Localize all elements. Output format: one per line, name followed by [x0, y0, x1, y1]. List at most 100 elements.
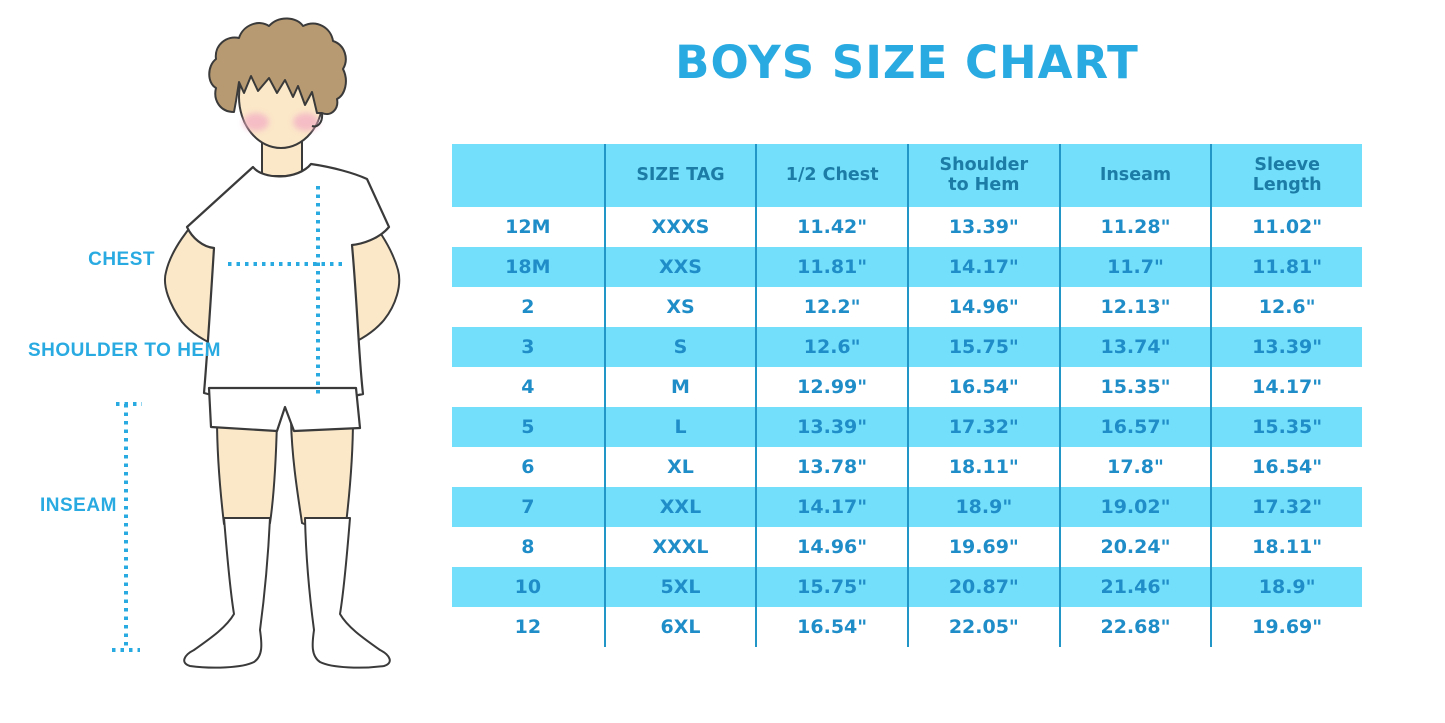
inseam-label: INSEAM: [40, 495, 117, 516]
table-cell: 12M: [505, 215, 551, 238]
table-cell: 18.11": [907, 447, 1059, 487]
boy-left-sock: [183, 517, 271, 669]
boy-shorts: [207, 386, 362, 433]
table-cell: 2: [521, 295, 535, 318]
table-cell: 6: [521, 455, 535, 478]
table-cell: 13.39": [907, 207, 1059, 247]
table-cell: 12.6": [755, 327, 907, 367]
table-cell: 11.81": [755, 247, 907, 287]
table-cell: 14.17": [1210, 367, 1362, 407]
table-row: 12M XXXS 11.42" 13.39" 11.28" 11.02": [452, 207, 1362, 247]
page-title: BOYS SIZE CHART: [675, 36, 1139, 89]
size-table: SIZE TAG 1/2 Chest Shoulder to Hem Insea…: [452, 144, 1362, 647]
table-cell: 15.35": [1210, 407, 1362, 447]
table-cell: 14.96": [755, 527, 907, 567]
table-cell: 22.05": [907, 607, 1059, 647]
table-cell: 4: [521, 375, 535, 398]
table-cell: 12: [514, 615, 542, 638]
table-cell: 17.32": [1210, 487, 1362, 527]
table-row: 12 6XL 16.54" 22.05" 22.68" 19.69": [452, 607, 1362, 647]
boy-tshirt: [185, 162, 391, 403]
table-cell: XXXL: [603, 527, 756, 567]
table-cell: 5: [521, 415, 535, 438]
boy-right-sock: [304, 517, 391, 669]
table-cell: 11.28": [1058, 207, 1211, 247]
table-cell: 15.35": [1058, 367, 1211, 407]
table-row: 2 XS 12.2" 14.96" 12.13" 12.6": [452, 287, 1362, 327]
boy-illustration: [112, 17, 401, 669]
table-cell: S: [603, 327, 756, 367]
table-cell: 7: [521, 495, 535, 518]
header-cell-size-tag: SIZE TAG: [603, 144, 756, 207]
table-cell: 15.75": [755, 567, 907, 607]
table-cell: 3: [521, 335, 535, 358]
table-row: 6 XL 13.78" 18.11" 17.8" 16.54": [452, 447, 1362, 487]
table-cell: 8: [521, 535, 535, 558]
header-cell-half-chest: 1/2 Chest: [755, 144, 907, 207]
table-cell: 13.74": [1058, 327, 1211, 367]
table-cell: 14.96": [907, 287, 1059, 327]
table-row: 7 XXL 14.17" 18.9" 19.02" 17.32": [452, 487, 1362, 527]
table-cell: 10: [514, 575, 542, 598]
table-cell: XL: [603, 447, 756, 487]
boy-left-cheek: [243, 113, 269, 131]
boy-right-thigh: [289, 416, 355, 530]
table-cell: 5XL: [603, 567, 756, 607]
table-cell: 18.9": [1210, 567, 1362, 607]
table-header-row: SIZE TAG 1/2 Chest Shoulder to Hem Insea…: [452, 144, 1362, 207]
table-cell: 20.24": [1058, 527, 1211, 567]
table-cell: 20.87": [907, 567, 1059, 607]
boy-left-thigh: [215, 416, 279, 530]
table-cell: 18.11": [1210, 527, 1362, 567]
table-cell: 19.69": [907, 527, 1059, 567]
table-cell: XXS: [603, 247, 756, 287]
table-row: 5 L 13.39" 17.32" 16.57" 15.35": [452, 407, 1362, 447]
table-cell: 12.2": [755, 287, 907, 327]
table-cell: 16.54": [755, 607, 907, 647]
boy-hair-sideburn: [311, 112, 324, 128]
header-cell-shoulder-to-hem: Shoulder to Hem: [907, 144, 1059, 207]
table-cell: 16.54": [907, 367, 1059, 407]
table-cell: 21.46": [1058, 567, 1211, 607]
header-cell-inseam: Inseam: [1058, 144, 1211, 207]
table-cell: XXL: [603, 487, 756, 527]
header-cell-sleeve-length: Sleeve Length: [1210, 144, 1362, 207]
table-cell: 16.54": [1210, 447, 1362, 487]
table-cell: 19.69": [1210, 607, 1362, 647]
table-cell: 14.17": [907, 247, 1059, 287]
table-cell: 12.13": [1058, 287, 1211, 327]
table-cell: 12.6": [1210, 287, 1362, 327]
header-cell-size: [452, 144, 604, 207]
table-cell: 13.39": [755, 407, 907, 447]
table-cell: 13.39": [1210, 327, 1362, 367]
chest-label: CHEST: [88, 249, 155, 270]
table-cell: 15.75": [907, 327, 1059, 367]
table-cell: XS: [603, 287, 756, 327]
table-cell: 16.57": [1058, 407, 1211, 447]
table-cell: 18M: [505, 255, 551, 278]
boy-measurement-figure: CHEST SHOULDER TO HEM INSEAM: [0, 0, 450, 723]
table-cell: M: [603, 367, 756, 407]
shoulder-to-hem-label: SHOULDER TO HEM: [28, 340, 221, 361]
table-cell: 17.32": [907, 407, 1059, 447]
table-cell: 12.99": [755, 367, 907, 407]
table-cell: 11.42": [755, 207, 907, 247]
boy-right-cheek: [293, 113, 319, 131]
table-row: 18M XXS 11.81" 14.17" 11.7" 11.81": [452, 247, 1362, 287]
table-cell: L: [603, 407, 756, 447]
table-cell: 11.7": [1058, 247, 1211, 287]
table-row: 10 5XL 15.75" 20.87" 21.46" 18.9": [452, 567, 1362, 607]
table-cell: 22.68": [1058, 607, 1211, 647]
table-cell: 18.9": [907, 487, 1059, 527]
table-cell: 19.02": [1058, 487, 1211, 527]
table-cell: 17.8": [1058, 447, 1211, 487]
table-cell: 6XL: [603, 607, 756, 647]
table-cell: 11.02": [1210, 207, 1362, 247]
table-row: 8 XXXL 14.96" 19.69" 20.24" 18.11": [452, 527, 1362, 567]
table-row: 3 S 12.6" 15.75" 13.74" 13.39": [452, 327, 1362, 367]
table-cell: 13.78": [755, 447, 907, 487]
table-row: 4 M 12.99" 16.54" 15.35" 14.17": [452, 367, 1362, 407]
table-cell: 14.17": [755, 487, 907, 527]
table-cell: 11.81": [1210, 247, 1362, 287]
